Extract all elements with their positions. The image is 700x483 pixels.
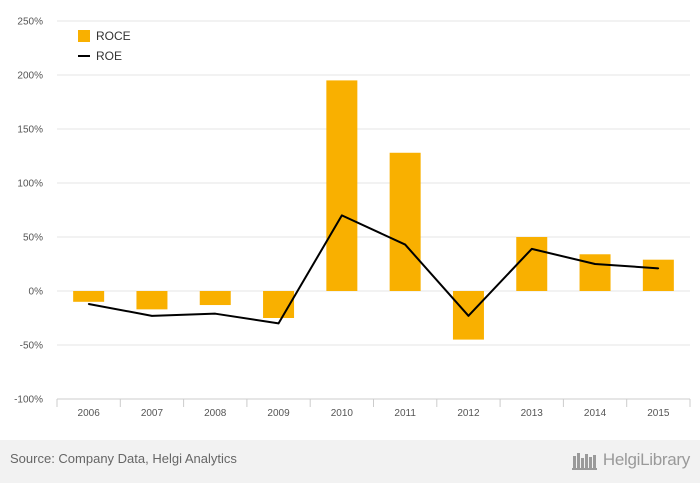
brand-name: HelgiLibrary (602, 450, 690, 469)
bar-roce (579, 254, 611, 291)
brand-logo: HelgiLibrary (571, 448, 690, 472)
roe-line-layer (87, 214, 660, 325)
roe-point (530, 248, 533, 250)
roe-point (594, 263, 596, 265)
x-tick-label: 2007 (141, 408, 164, 419)
y-tick-label: 200% (17, 71, 43, 82)
x-tick-label: 2009 (267, 408, 290, 419)
bar-roce (389, 152, 421, 291)
chart: -100%-50%0%50%100%150%200%250% 2006 2007 2… (14, 17, 691, 419)
y-tick-label: 250% (17, 17, 43, 28)
x-tick-label: 2014 (584, 408, 607, 419)
legend-label-roce: ROCE (96, 29, 131, 43)
roe-point (214, 312, 217, 315)
roe-point (87, 303, 90, 305)
x-tick-label: 2011 (394, 408, 416, 419)
bar-roce (136, 291, 168, 310)
source-text: Source: Company Data, Helgi Analytics (10, 451, 237, 466)
x-axis: 2006 2007 2008 2009 2010 2011 2012 2013 2014 2015 (56, 399, 691, 419)
x-tick-label: 2012 (457, 408, 480, 419)
legend-swatch-roce (78, 30, 90, 42)
x-tick-label: 2015 (647, 408, 670, 419)
y-axis-labels: -100% -50% 0% 50% 100% 150% 200% 250% (14, 17, 43, 406)
roe-point (467, 315, 470, 317)
x-tick-label: 2010 (331, 408, 354, 419)
y-tick-label: 50% (23, 233, 43, 244)
library-icon (571, 453, 597, 470)
roe-point (277, 322, 280, 325)
x-tick-label: 2013 (521, 408, 544, 419)
y-tick-label: -50% (20, 341, 43, 352)
roe-point (657, 267, 660, 270)
roe-point (151, 315, 153, 317)
bar-roce (642, 259, 674, 291)
roce-bars (73, 80, 674, 340)
bar-roce (199, 291, 231, 306)
y-tick-label: 0% (29, 287, 44, 298)
roe-point (404, 243, 406, 246)
bar-roce (73, 291, 105, 302)
y-tick-label: 100% (17, 179, 43, 190)
y-tick-label: 150% (17, 125, 43, 136)
legend: ROCE ROE (78, 29, 131, 63)
roe-point (341, 214, 343, 217)
legend-label-roe: ROE (96, 49, 122, 63)
footer: Source: Company Data, Helgi Analytics He… (0, 440, 700, 483)
grid (57, 20, 690, 400)
bar-roce (516, 237, 548, 291)
roe-line (88, 214, 659, 325)
x-tick-label: 2008 (204, 408, 227, 419)
bar-roce (326, 80, 358, 292)
y-tick-label: -100% (14, 395, 43, 406)
x-tick-label: 2006 (78, 408, 101, 419)
